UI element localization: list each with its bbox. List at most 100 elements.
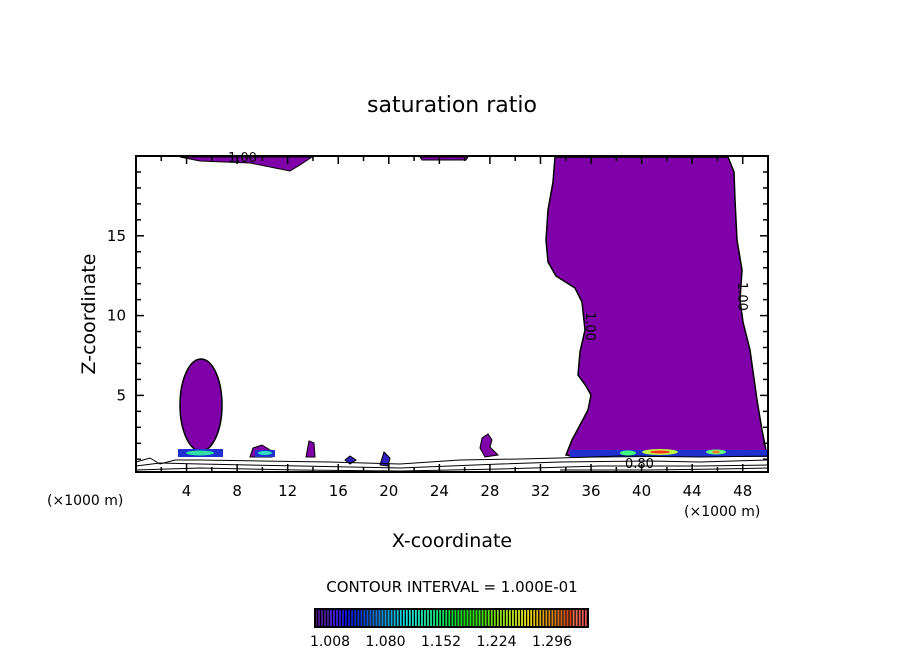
contour-fills [179,156,768,467]
colorbar-tick-label: 1.296 [532,634,572,650]
colorbar-swatch [487,609,490,627]
colorbar-gap [474,609,476,627]
colorbar-gap [407,609,410,627]
colorbar-tick-label: 1.152 [421,634,461,650]
colorbar-gap [438,609,440,627]
colorbar-gap [419,609,422,627]
colorbar-swatch [399,609,402,627]
colorbar-swatch [451,609,454,627]
colorbar-gap [580,609,582,627]
colorbar-swatch [518,609,520,627]
colorbar-gap [353,609,355,627]
colorbar-gap [365,609,367,627]
colorbar-gap [322,609,325,627]
colorbar-swatch [521,609,523,627]
colorbar-swatch [554,609,557,627]
y-axis-label: Z-coordinate [78,254,100,375]
colorbar-swatch [351,609,354,627]
colorbar-gap [480,609,482,627]
colorbar-swatch [572,609,575,627]
colorbar-swatch [436,609,439,627]
contour-labels: 1.00 1.00 1.00 0.80 [228,151,749,472]
colorbar-gap [428,609,431,627]
colorbar-swatch [569,609,572,627]
x-tick-label: 8 [232,482,242,500]
colorbar-swatch [430,609,432,627]
small-cloud [379,451,391,467]
colorbar-swatch [536,609,539,627]
colorbar-gap [559,609,561,627]
colorbar-swatch [500,609,502,627]
colorbar-gap [489,609,491,627]
colorbar-swatch [548,609,551,627]
colorbar-gap [522,609,525,627]
colorbar-tick-label: 1.008 [310,634,350,650]
colorbar-gap [380,609,382,627]
top-strip-1 [179,156,314,172]
colorbar-gap [444,609,446,627]
colorbar-swatch [406,609,408,627]
x-tick-label: 44 [683,482,702,500]
colorbar-gap [450,609,452,627]
colorbar-swatch [475,609,478,627]
colorbar-gap [404,609,406,627]
colorbar-tick-label: 1.224 [476,634,516,650]
x-unit-right: (×1000 m) [684,504,760,520]
colorbar-swatch [345,609,348,627]
colorbar-gap [568,609,570,627]
high-value-bands [178,449,767,457]
colorbar-tick-label: 1.080 [365,634,405,650]
y-tick-label: 15 [107,227,126,245]
near-surface-contours [135,455,769,472]
colorbar-gap [319,609,322,627]
colorbar-swatch [472,609,475,627]
colorbar-gap [538,609,540,627]
x-tick-label: 24 [430,482,449,500]
colorbar-swatch [463,609,466,627]
colorbar-swatch [369,609,372,627]
colorbar-gap [434,609,437,627]
contour-label: 1.00 [582,312,597,341]
colorbar-swatch [378,609,381,627]
contour-label: 1.00 [734,282,749,311]
colorbar-gap [492,609,494,627]
colorbar-swatch [460,609,463,627]
colorbar-gap [541,609,543,627]
colorbar-swatch [327,609,329,627]
colorbar-swatch [503,609,505,627]
colorbar-gap [410,609,413,627]
colorbar-gap [565,609,567,627]
chart-title: saturation ratio [367,93,537,118]
plume-region [545,156,768,458]
x-tick-label: 36 [581,482,600,500]
colorbar-swatch [375,609,378,627]
colorbar-gap [456,609,458,627]
colorbar-swatch [424,609,426,627]
colorbar-swatch [366,609,369,627]
x-tick-label: 16 [329,482,348,500]
colorbar-swatch [542,609,545,627]
colorbar-swatch [524,609,526,627]
colorbar-swatch [396,609,399,627]
colorbar-swatch [493,609,496,627]
x-tick-label: 48 [733,482,752,500]
colorbar-gap [441,609,443,627]
colorbar-swatch [469,609,472,627]
colorbar-gap [350,609,352,627]
small-cloud [305,440,316,458]
band [650,450,670,454]
x-tick-label: 20 [379,482,398,500]
contour-interval: CONTOUR INTERVAL = 1.000E-01 [326,578,577,596]
colorbar-swatch [439,609,442,627]
colorbar-gap [583,609,585,627]
colorbar-swatch [527,609,530,627]
colorbar-swatch [484,609,487,627]
colorbar-swatch [412,609,414,627]
colorbar-swatch [466,609,469,627]
colorbar-gap [422,609,425,627]
x-tick-label: 4 [182,482,192,500]
colorbar-gap [343,609,346,627]
colorbar-swatch [390,609,393,627]
colorbar-swatch [393,609,396,627]
colorbar-gap [383,609,385,627]
